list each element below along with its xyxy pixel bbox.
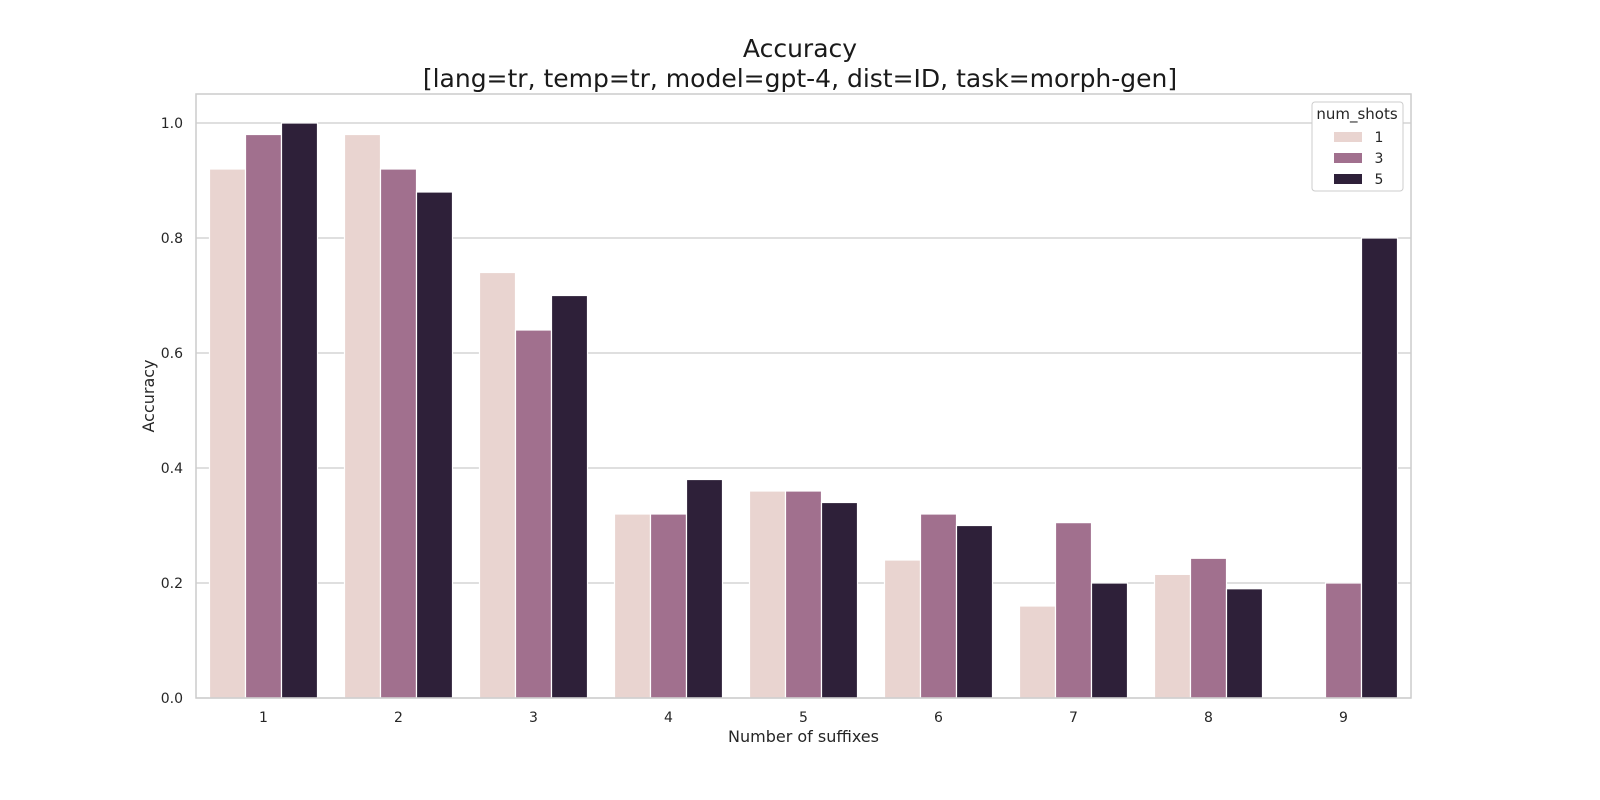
y-tick-label: 0.8 [161, 231, 183, 247]
legend-entry-label: 3 [1375, 151, 1384, 167]
bar-shots-1-cat-4 [613, 513, 652, 699]
bar-shots-3-cat-2 [379, 168, 418, 699]
bar-shots-3-cat-8 [1189, 557, 1228, 699]
x-tick-label: 6 [934, 710, 943, 726]
y-tick-label: 0.4 [161, 461, 183, 477]
bar-shots-3-cat-3 [514, 329, 553, 699]
bar-shots-3-cat-9 [1324, 582, 1363, 699]
x-axis-ticks: 1 2 3 4 5 6 7 8 9 [259, 710, 1348, 726]
x-tick-label: 8 [1204, 710, 1213, 726]
bar-shots-5-cat-4 [685, 478, 724, 699]
bar-shots-1-cat-7 [1018, 605, 1057, 699]
legend: num_shots 1 3 5 [1311, 101, 1404, 192]
bar-shots-1-cat-1 [208, 168, 247, 699]
bars [208, 122, 1399, 699]
y-axis-ticks: 0.0 0.2 0.4 0.6 0.8 1.0 [161, 116, 183, 707]
bar-shots-1-cat-6 [883, 559, 922, 699]
plot-frame [195, 93, 1412, 699]
x-tick-label: 1 [259, 710, 268, 726]
bar-shots-5-cat-6 [955, 524, 994, 699]
legend-swatch [1334, 132, 1362, 142]
y-tick-label: 0.2 [161, 576, 183, 592]
x-tick-label: 7 [1069, 710, 1078, 726]
x-tick-label: 3 [529, 710, 538, 726]
bar-shots-5-cat-2 [415, 191, 454, 699]
bar-shots-5-cat-1 [280, 122, 319, 699]
bar-shots-1-cat-8 [1153, 573, 1192, 699]
x-tick-label: 5 [799, 710, 808, 726]
bar-shots-5-cat-8 [1225, 588, 1264, 699]
bar-shots-1-cat-3 [478, 271, 517, 699]
bar-shots-3-cat-6 [919, 513, 958, 699]
legend-box [1311, 101, 1404, 192]
bar-shots-3-cat-1 [244, 133, 283, 699]
bar-shots-5-cat-3 [550, 294, 589, 699]
bar-shots-5-cat-5 [820, 501, 859, 699]
legend-title: num_shots [1316, 105, 1398, 124]
bar-shots-3-cat-7 [1054, 522, 1093, 699]
y-axis-label: Accuracy [139, 359, 158, 432]
bar-shots-3-cat-4 [649, 513, 688, 699]
legend-swatch [1334, 174, 1362, 184]
bar-shots-1-cat-5 [748, 490, 787, 699]
bar-shots-3-cat-5 [784, 490, 823, 699]
x-tick-label: 4 [664, 710, 673, 726]
y-tick-label: 1.0 [161, 116, 183, 132]
legend-entry-label: 5 [1375, 172, 1384, 188]
x-axis-label: Number of suffixes [728, 727, 879, 746]
x-tick-label: 9 [1339, 710, 1348, 726]
chart-subtitle: [lang=tr, temp=tr, model=gpt-4, dist=ID,… [423, 64, 1177, 93]
y-tick-label: 0.6 [161, 346, 183, 362]
bar-shots-5-cat-9 [1360, 237, 1399, 699]
bar-shots-5-cat-7 [1090, 582, 1129, 699]
x-tick-label: 2 [394, 710, 403, 726]
legend-entry-label: 1 [1375, 130, 1384, 146]
legend-swatch [1334, 153, 1362, 163]
bar-shots-1-cat-2 [343, 133, 382, 699]
y-tick-label: 0.0 [161, 691, 183, 707]
chart-title: Accuracy [743, 34, 857, 63]
